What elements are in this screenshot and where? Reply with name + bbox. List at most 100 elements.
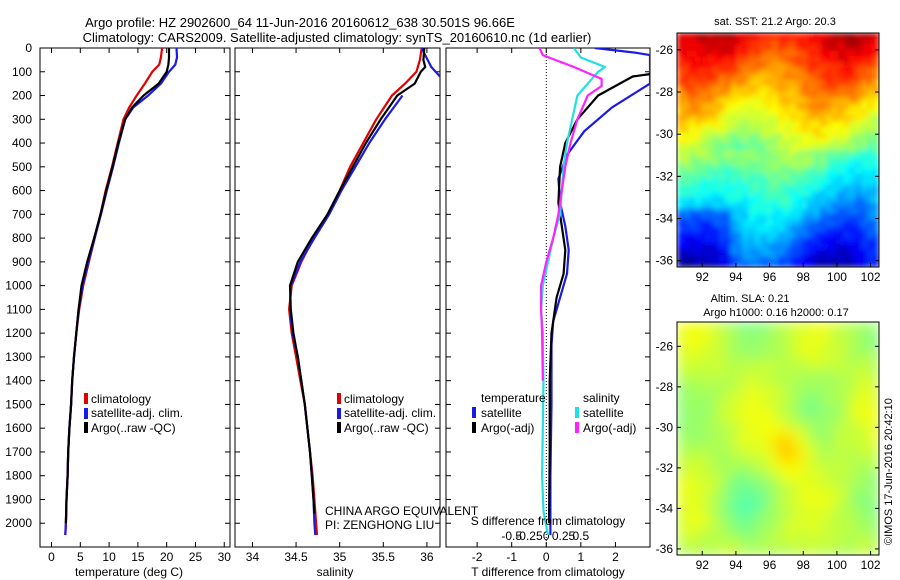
x-tick-label: 1 (578, 550, 585, 564)
series-line-3 (288, 48, 427, 514)
sla-map-subtitle: Argo h1000: 0.16 h2000: 0.17 (703, 307, 849, 319)
sst-map-ticks: 92 94 96 98 100 102 -26 -28 -30 -32 -34 -36 (656, 43, 881, 284)
x-tick-label: 0 (48, 550, 55, 564)
temperature-panel: 0100200300400500600700800900100011001200… (5, 41, 650, 579)
legend-label-satellite: satellite-adj. clim. (91, 406, 183, 420)
s-difference-axis-ticks: -0.5-0.25 0 0.250.5 (501, 529, 589, 543)
x-tick-label: 34 (246, 550, 260, 564)
x-tick-label: 35 (333, 550, 347, 564)
salinity-lines (288, 48, 440, 536)
x-tick-label: 20 (160, 550, 174, 564)
s-tick-label: 0.5 (573, 529, 590, 543)
depth-axis-ticks: 0 100 200 300 400 500 600 700 800 900 1000 1100 1200… (5, 41, 650, 530)
map-x-tick-label: 98 (797, 558, 811, 572)
depth-tick-label: 1300 (5, 350, 32, 364)
x-tick-label: -1 (506, 550, 517, 564)
depth-tick-label: 500 (12, 160, 32, 174)
legend-label-argo: Argo(..raw -QC) (91, 421, 176, 435)
s-tick-label: -0.25 (515, 529, 543, 543)
t-difference-axis-ticks: -2 -1 0 1 2 (472, 48, 619, 564)
x-tick-label: 30 (218, 550, 232, 564)
map-y-tick-label: -26 (656, 43, 674, 57)
s-difference-axis-label: S difference from climatology (471, 514, 626, 528)
salinity-axes-frame (234, 47, 441, 548)
depth-tick-label: 1200 (5, 326, 32, 340)
map-y-tick-label: -28 (656, 380, 674, 394)
map-x-tick-label: 94 (729, 558, 743, 572)
x-tick-label: 35.5 (372, 550, 396, 564)
depth-tick-label: 200 (12, 89, 32, 103)
sla-heatmap (677, 322, 879, 555)
map-y-tick-label: -26 (656, 339, 674, 353)
x-tick-label: 34.5 (284, 550, 308, 564)
legend-swatch-satellite (84, 408, 88, 419)
depth-tick-label: 1700 (5, 445, 32, 459)
difference-legend: temperature salinity satellite Argo(-adj… (472, 391, 636, 435)
legend-label-t-satellite: satellite (481, 406, 522, 420)
sst-map-frame (676, 32, 880, 268)
difference-lines (538, 48, 650, 536)
x-tick-label: 2 (612, 550, 619, 564)
map-y-tick-label: -34 (656, 212, 674, 226)
x-tick-label: 36 (420, 550, 434, 564)
salinity-axis-ticks: 34 34.5 35 35.5 36 (246, 48, 434, 564)
depth-tick-label: 300 (12, 112, 32, 126)
map-x-tick-label: 102 (861, 270, 881, 284)
x-tick-label: 25 (189, 550, 203, 564)
x-tick-label: 5 (77, 550, 84, 564)
depth-tick-label: 400 (12, 136, 32, 150)
depth-tick-label: 800 (12, 231, 32, 245)
series-line-0 (549, 48, 650, 536)
s-tick-label: -0.5 (501, 529, 522, 543)
map-y-tick-label: -36 (656, 542, 674, 556)
sla-map-ticks: 92 94 96 98 100 102 -26 -28 -30 -32 -34 -36 (656, 339, 881, 572)
map-x-tick-label: 100 (827, 558, 847, 572)
x-tick-label: 15 (131, 550, 145, 564)
salinity-axis-label: salinity (317, 565, 354, 579)
legend-label-t-argo: Argo(-adj) (481, 421, 534, 435)
depth-tick-label: 1600 (5, 421, 32, 435)
temperature-axes-frame (39, 47, 231, 548)
legend-title-salinity: salinity (583, 391, 620, 405)
sla-map-title: Altim. SLA: 0.21 (711, 293, 790, 305)
series-line-3 (538, 48, 603, 381)
map-x-tick-label: 96 (763, 270, 777, 284)
temperature-axis-ticks: 0 5 10 15 20 25 30 (48, 48, 231, 564)
x-tick-label: 0 (543, 550, 550, 564)
series-line-1 (64, 48, 179, 536)
program-annotation: CHINA ARGO EQUIVALENT (325, 504, 479, 518)
sla-map-frame (676, 321, 880, 556)
depth-tick-label: 1000 (5, 279, 32, 293)
salinity-panel: 34 34.5 35 35.5 36 climatology satellite-adj… (234, 47, 479, 579)
map-x-tick-label: 98 (797, 270, 811, 284)
temperature-legend: climatology satellite-adj. clim. Argo(..… (84, 392, 183, 435)
map-x-tick-label: 92 (696, 270, 710, 284)
imos-credit: ©IMOS 17-Jun-2016 20:42:10 (883, 398, 895, 545)
t-difference-axis-label: T difference from climatology (471, 565, 625, 579)
sst-heatmap (677, 33, 879, 267)
legend-swatch-argo (337, 422, 341, 433)
map-y-tick-label: -32 (656, 461, 674, 475)
series-line-2 (288, 94, 404, 536)
legend-label-climatology: climatology (91, 392, 151, 406)
legend-label-s-satellite: satellite (583, 406, 624, 420)
depth-tick-label: 1900 (5, 492, 32, 506)
sst-map-panel: sat. SST: 21.2 Argo: 20.3 92 94 96 98 100 102… (656, 16, 881, 284)
salinity-legend: climatology satellite-adj. clim. Argo(..… (337, 392, 436, 435)
map-y-tick-label: -28 (656, 85, 674, 99)
map-x-tick-label: 102 (861, 558, 881, 572)
legend-swatch-t-argo (472, 422, 476, 433)
depth-tick-label: 1400 (5, 374, 32, 388)
sla-map-panel: Altim. SLA: 0.21 Argo h1000: 0.16 h2000:… (656, 293, 881, 572)
figure-title-line1: Argo profile: HZ 2902600_64 11-Jun-2016 … (85, 15, 515, 30)
legend-label-s-argo: Argo(-adj) (583, 421, 636, 435)
map-y-tick-label: -36 (656, 254, 674, 268)
legend-label-argo: Argo(..raw -QC) (344, 421, 429, 435)
s-tick-label: 0 (543, 529, 550, 543)
temperature-axis-label: temperature (deg C) (75, 565, 183, 579)
legend-swatch-climatology (84, 393, 88, 404)
figure-title-line2: Climatology: CARS2009. Satellite-adjuste… (83, 30, 592, 45)
s-tick-label: 0.25 (552, 529, 576, 543)
depth-tick-label: 1500 (5, 397, 32, 411)
